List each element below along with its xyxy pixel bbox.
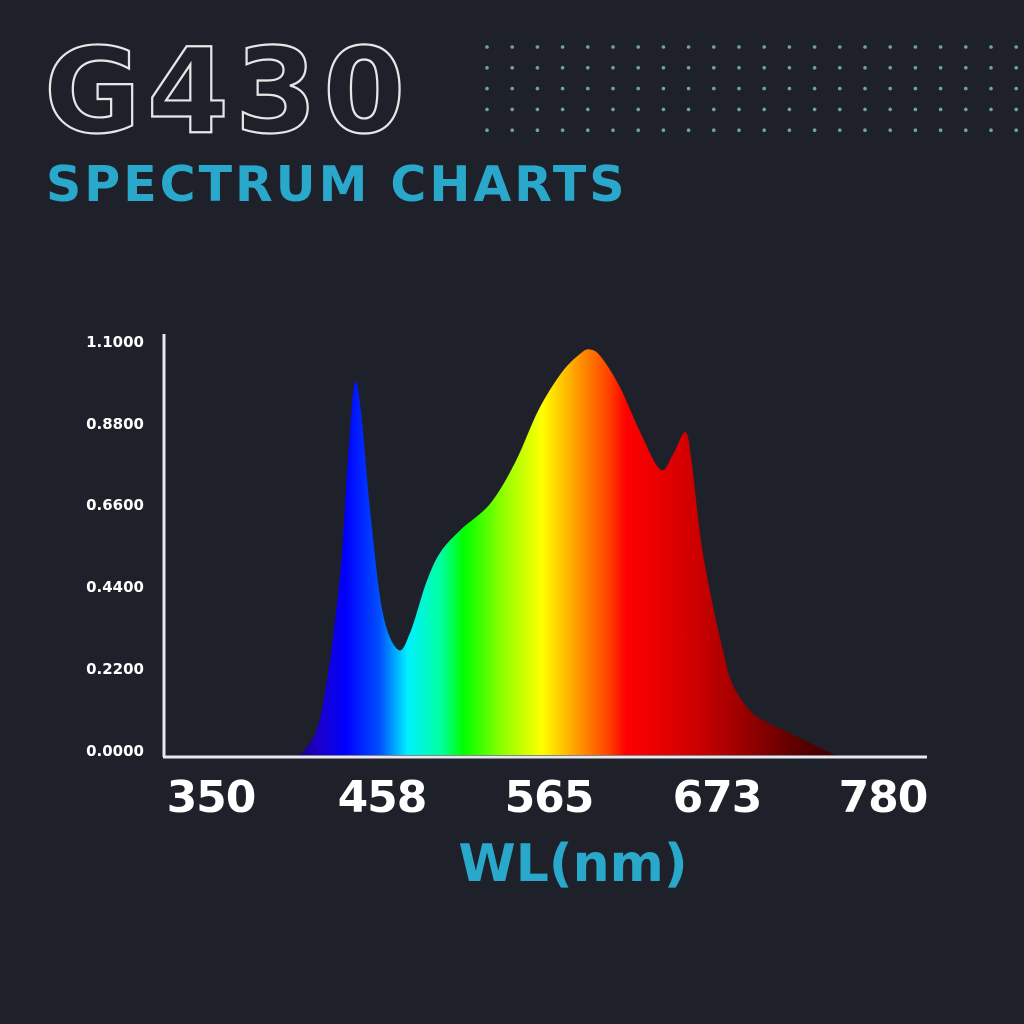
x-axis-title: WL(nm): [458, 834, 688, 894]
page-subtitle: SPECTRUM CHARTS: [46, 156, 628, 213]
spectrum-area: [299, 349, 836, 755]
x-tick-label: 565: [504, 772, 595, 823]
x-tick-label: 350: [166, 772, 257, 823]
model-title-text: G430: [44, 22, 411, 150]
y-tick-label: 1.1000: [86, 333, 144, 351]
x-tick-label: 780: [838, 772, 929, 823]
x-tick-label: 673: [672, 772, 763, 823]
model-title: G430: [43, 21, 411, 150]
y-tick-label: 0.4400: [86, 578, 144, 596]
y-tick-label: 0.8800: [86, 415, 144, 433]
x-tick-label: 458: [337, 772, 428, 823]
y-tick-label: 0.0000: [86, 742, 144, 760]
y-tick-label: 0.6600: [86, 496, 144, 514]
y-tick-label: 0.2200: [86, 660, 144, 678]
dot-grid-decoration: [485, 45, 1018, 132]
